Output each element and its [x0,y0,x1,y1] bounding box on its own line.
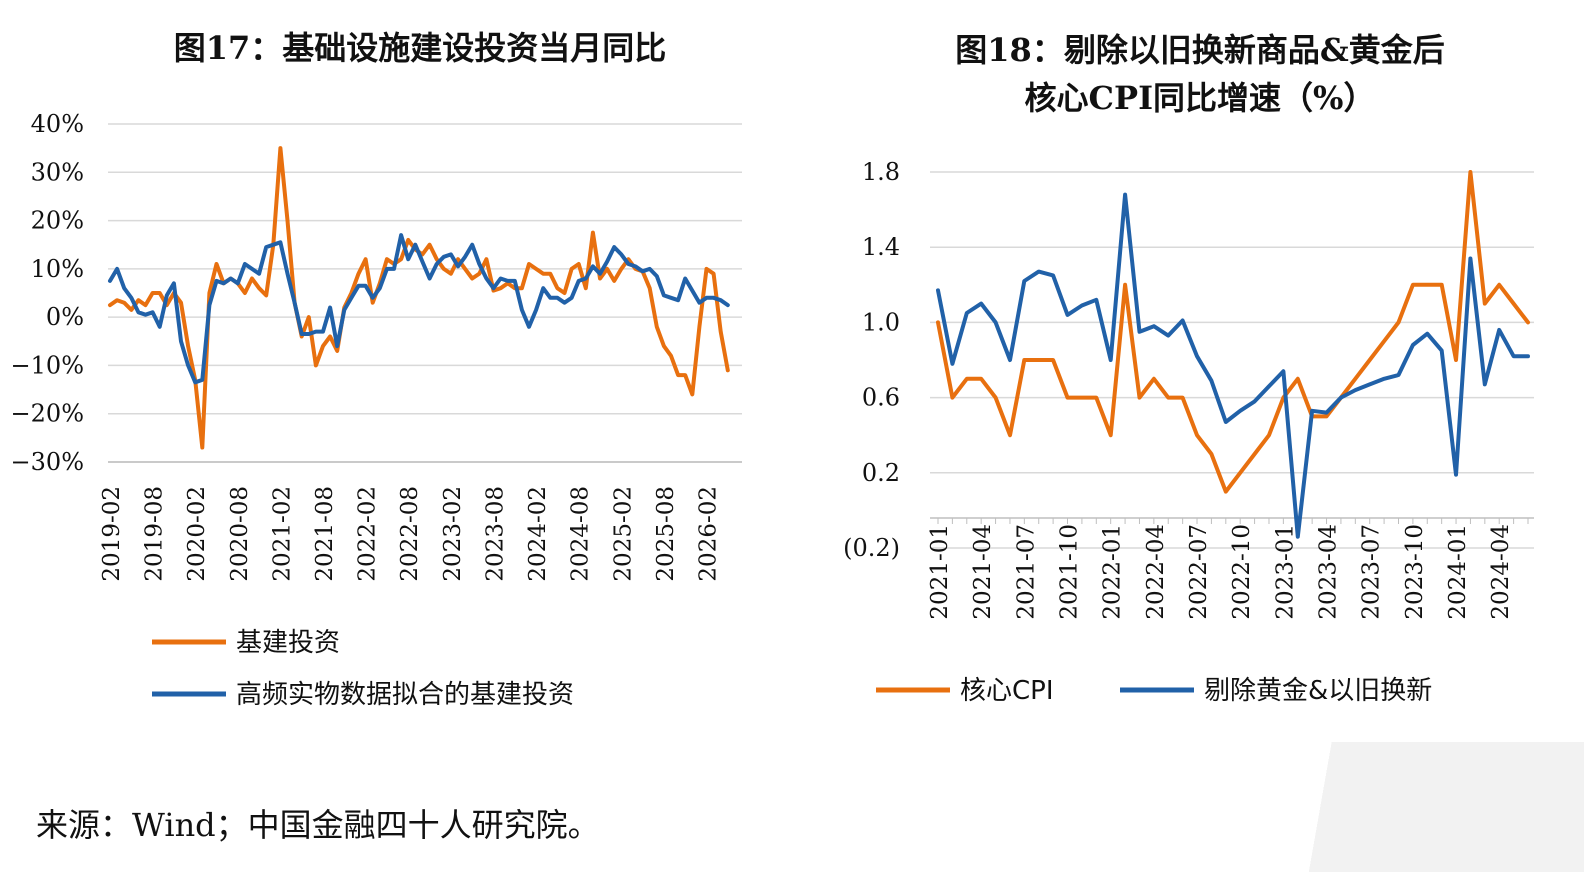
x-tick-label: 2025-08 [653,486,679,582]
x-tick-label: 2024-02 [525,486,551,582]
y-tick-label: 40% [31,110,84,138]
x-tick-label: 2022-04 [1143,524,1169,620]
x-tick-label: 2024-08 [568,486,594,582]
series-line-1 [108,146,730,450]
x-tick-label: 2022-02 [355,486,381,582]
legend-label: 核心CPI [960,676,1054,706]
x-tick-label: 2024-04 [1488,524,1514,620]
chart2-title: 图18：剔除以旧换新商品&黄金后 核心CPI同比增速（%） [955,31,1445,117]
y-tick-label: −20% [11,400,84,428]
x-tick-label: 2023-01 [1272,524,1298,620]
x-tick-label: 2021-08 [312,486,338,582]
source-note: 来源：Wind；中国金融四十人研究院。 [36,806,600,844]
y-tick-label: (0.2) [843,534,900,562]
x-tick-label: 2021-01 [927,524,953,620]
y-tick-label: 10% [31,255,84,283]
x-tick-label: 2023-07 [1359,524,1385,620]
legend-label: 高频实物数据拟合的基建投资 [236,680,574,710]
x-tick-label: 2022-08 [397,486,423,582]
x-tick-label: 2021-07 [1013,524,1039,620]
y-tick-label: −10% [11,351,84,379]
x-tick-label: 2023-08 [482,486,508,582]
decorative-corner [1270,742,1584,872]
chart1-title: 图17：基础设施建设投资当月同比 [173,29,667,67]
y-tick-label: 0.2 [862,459,900,487]
x-tick-label: 2022-10 [1229,524,1255,620]
x-tick-label: 2021-10 [1057,524,1083,620]
x-tick-label: 2024-01 [1445,524,1471,620]
x-tick-label: 2025-02 [610,486,636,582]
y-tick-label: 1.0 [862,308,900,336]
series-line-1 [936,170,1530,494]
y-tick-label: 20% [31,207,84,235]
series-line-2 [936,192,1530,539]
x-tick-label: 2019-08 [142,486,168,582]
x-tick-label: 2022-01 [1100,524,1126,620]
x-tick-label: 2026-02 [695,486,721,582]
y-tick-label: −30% [11,448,84,476]
x-tick-label: 2020-02 [184,486,210,582]
y-tick-label: 1.4 [862,233,900,261]
legend-label: 剔除黄金&以旧换新 [1204,676,1432,706]
x-tick-label: 2023-10 [1402,524,1428,620]
series-line-2 [108,233,730,385]
legend-label: 基建投资 [236,628,340,658]
chart1: −30% −20% −10% 0% 10% 20% 30% 40% 2019-02 2019-08… [11,110,742,710]
x-tick-label: 2023-02 [440,486,466,582]
chart2: (0.2) 0.2 0.6 1.0 1.4 1.8 2021-01 2021-04 2021-0… [843,158,1534,706]
y-tick-label: 0% [46,303,84,331]
x-tick-label: 2019-02 [99,486,125,582]
x-tick-label: 2022-07 [1186,524,1212,620]
x-tick-label: 2021-02 [269,486,295,582]
y-tick-label: 1.8 [862,158,900,186]
x-tick-label: 2020-08 [227,486,253,582]
y-tick-label: 30% [31,158,84,186]
x-tick-label: 2023-04 [1316,524,1342,620]
y-tick-label: 0.6 [862,384,900,412]
x-tick-label: 2021-04 [970,524,996,620]
